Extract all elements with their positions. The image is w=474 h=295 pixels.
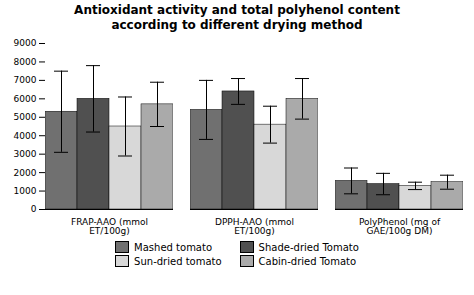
svg-text:DPPH-AAO (mmolET/100g): DPPH-AAO (mmolET/100g) [215,217,294,236]
html-text:Antioxidant activity and total: Antioxidant activity and total polyhenol… [74,3,400,32]
html-text:Cabin-dried Tomato: Cabin-dried Tomato [258,255,357,267]
html-text:Mashed tomato: Mashed tomato [134,241,212,253]
html-text:Shade-dried Tomato: Shade-dried Tomato [258,241,359,253]
svg-text:2000: 2000 [14,167,37,177]
svg-text:0: 0 [31,204,37,214]
svg-text:9000: 9000 [14,38,37,48]
svg-text:7000: 7000 [14,75,37,85]
svg-text:FRAP-AAO (mmolET/100g): FRAP-AAO (mmolET/100g) [71,217,148,236]
svg-text:4000: 4000 [14,131,37,141]
svg-text:8000: 8000 [14,57,37,67]
svg-text:3000: 3000 [14,149,37,159]
svg-text:6000: 6000 [14,94,37,104]
svg-text:PolyPhenol (mg ofGAE/100g DM): PolyPhenol (mg ofGAE/100g DM) [359,217,441,236]
html-text:Sun-dried tomato: Sun-dried tomato [134,255,222,267]
svg-text:5000: 5000 [14,112,37,122]
svg-text:1000: 1000 [14,186,37,196]
